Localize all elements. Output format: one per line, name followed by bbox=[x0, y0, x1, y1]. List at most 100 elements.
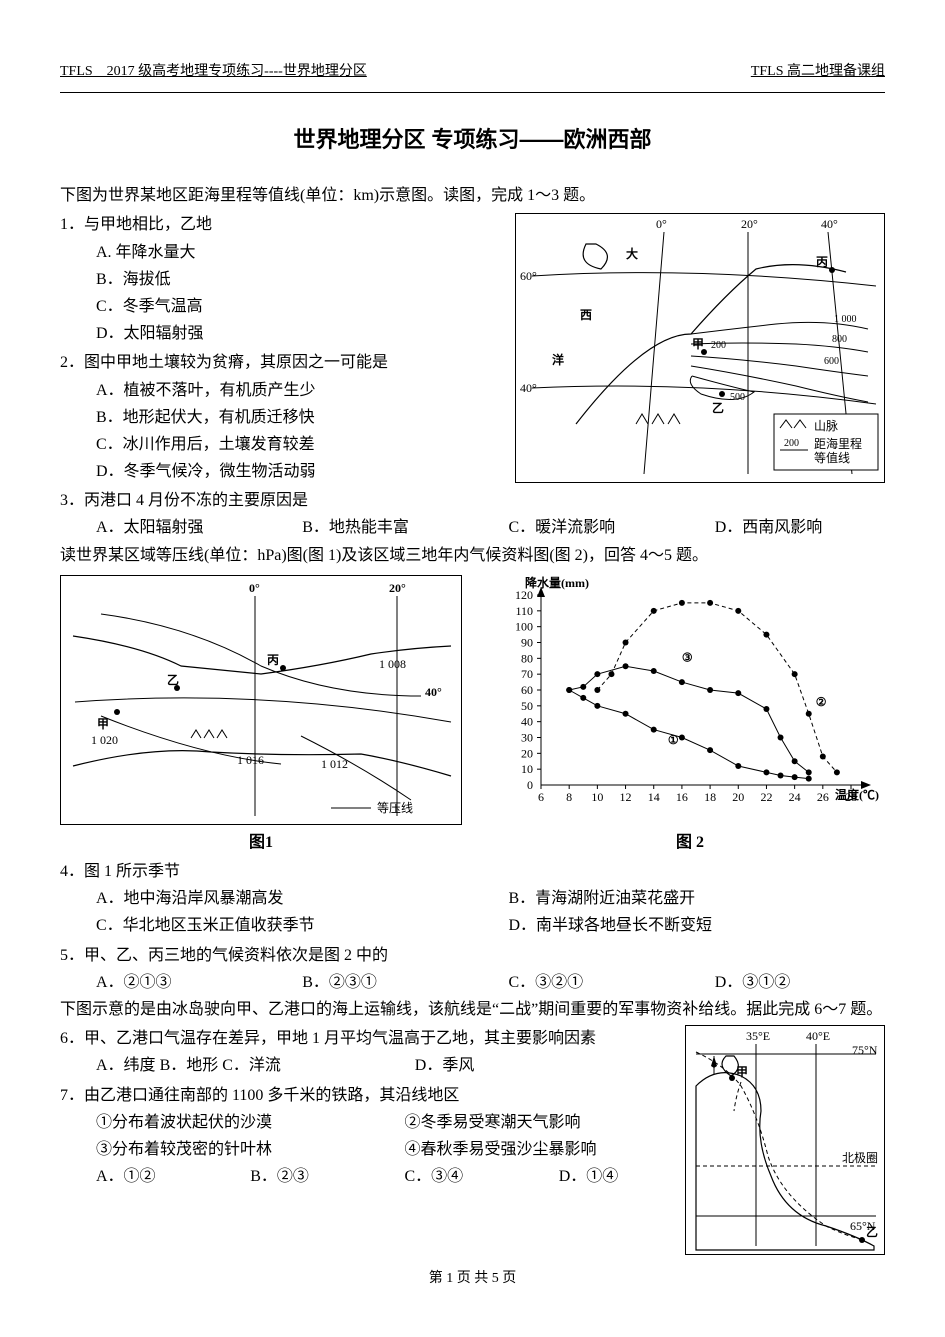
header-rule bbox=[60, 92, 885, 93]
header-right: TFLS 高二地理备课组 bbox=[751, 60, 885, 84]
q2-c: C．冰川作用后，土壤发育较差 bbox=[60, 431, 490, 458]
q7-o1: ①分布着波状起伏的沙漠 bbox=[60, 1109, 369, 1136]
iso-1008: 1 008 bbox=[379, 657, 406, 671]
m3-arctic: 北极圈 bbox=[842, 1151, 878, 1165]
q3-c: C．暖洋流影响 bbox=[473, 514, 679, 541]
q3-a: A．太阳辐射强 bbox=[60, 514, 266, 541]
q6-d: D．季风 bbox=[379, 1052, 502, 1079]
marker-jia: 甲 bbox=[692, 337, 704, 351]
iso-lon20: 20° bbox=[389, 581, 406, 595]
m3-lon40: 40°E bbox=[806, 1029, 830, 1043]
svg-text:110: 110 bbox=[515, 604, 533, 618]
iso-yi: 乙 bbox=[167, 673, 179, 687]
q5-c: C．③②① bbox=[473, 969, 679, 996]
svg-text:20: 20 bbox=[521, 746, 533, 760]
contour-200: 200 bbox=[711, 340, 726, 351]
legend-contour-1: 距海里程 bbox=[814, 436, 862, 451]
q4-b: B．青海湖附近油菜花盛开 bbox=[473, 885, 886, 912]
iso-1012: 1 012 bbox=[321, 757, 348, 771]
sea-xi: 西 bbox=[580, 308, 592, 322]
svg-text:24: 24 bbox=[789, 790, 801, 804]
q1-b: B．海拔低 bbox=[60, 266, 490, 293]
contour-800: 800 bbox=[832, 334, 847, 345]
svg-text:①: ① bbox=[668, 733, 679, 747]
q4-d: D．南半球各地昼长不断变短 bbox=[473, 912, 886, 939]
svg-text:30: 30 bbox=[521, 730, 533, 744]
q5-a: A．②①③ bbox=[60, 969, 266, 996]
svg-text:500: 500 bbox=[730, 392, 745, 403]
m3-jia: 甲 bbox=[736, 1065, 748, 1079]
q5-b: B．②③① bbox=[266, 969, 472, 996]
legend-mtn: 山脉 bbox=[814, 418, 838, 433]
chart-xlabel: 温度(℃) bbox=[835, 787, 879, 802]
svg-text:10: 10 bbox=[591, 790, 603, 804]
marker-yi: 乙 bbox=[712, 401, 724, 415]
isobar-svg: 0° 20° 40° 1 008 1 020 1 016 1 012 甲 乙 bbox=[61, 576, 461, 824]
q6-a: A．纬度 bbox=[96, 1057, 156, 1074]
q7-a: A．①② bbox=[60, 1163, 214, 1190]
sea-yang: 洋 bbox=[552, 352, 564, 367]
q7-c: C．③④ bbox=[369, 1163, 523, 1190]
q7-o4: ④春秋季易受强沙尘暴影响 bbox=[369, 1136, 678, 1163]
svg-text:8: 8 bbox=[566, 790, 572, 804]
svg-text:20: 20 bbox=[732, 790, 744, 804]
lon-20: 20° bbox=[741, 217, 758, 231]
m3-lat75: 75°N bbox=[852, 1043, 878, 1057]
figure-distance-map: 0° 20° 40° 60° 40° 大 西 洋 2 bbox=[515, 213, 885, 483]
iso-1016: 1 016 bbox=[237, 753, 264, 767]
contour-600: 600 bbox=[824, 356, 839, 367]
climate-svg: 降水量(mm) 温度(℃) 10203040506070809010011012… bbox=[495, 575, 885, 823]
svg-text:90: 90 bbox=[521, 635, 533, 649]
svg-text:80: 80 bbox=[521, 651, 533, 665]
figure-climate-chart: 降水量(mm) 温度(℃) 10203040506070809010011012… bbox=[495, 575, 885, 825]
svg-text:0: 0 bbox=[527, 778, 533, 792]
isobar-caption: 图1 bbox=[60, 829, 462, 856]
iso-jia: 甲 bbox=[97, 717, 109, 731]
chart-ylabel: 降水量(mm) bbox=[525, 575, 589, 590]
iso-1020: 1 020 bbox=[91, 733, 118, 747]
lon-40: 40° bbox=[821, 217, 838, 231]
q7-o2: ②冬季易受寒潮天气影响 bbox=[369, 1109, 678, 1136]
page-title: 世界地理分区 专项练习——欧洲西部 bbox=[60, 121, 885, 158]
q2-d: D．冬季气候冷，微生物活动弱 bbox=[60, 458, 490, 485]
q2-stem: 2．图中甲地土壤较为贫瘠，其原因之一可能是 bbox=[60, 349, 490, 376]
svg-text:16: 16 bbox=[676, 790, 688, 804]
iso-legend: 等压线 bbox=[377, 801, 413, 815]
contour-1000: 1 000 bbox=[834, 314, 857, 325]
q4-stem: 4．图 1 所示季节 bbox=[60, 858, 885, 885]
m3-lon35: 35°E bbox=[746, 1029, 770, 1043]
intro-1: 下图为世界某地区距海里程等值线(单位：km)示意图。读图，完成 1～3 题。 bbox=[60, 182, 885, 209]
svg-text:50: 50 bbox=[521, 699, 533, 713]
svg-text:14: 14 bbox=[648, 790, 660, 804]
q6-b: B．地形 bbox=[160, 1057, 219, 1074]
iso-bing: 丙 bbox=[267, 653, 279, 667]
svg-text:22: 22 bbox=[760, 790, 772, 804]
lat-60: 60° bbox=[520, 269, 537, 283]
svg-text:120: 120 bbox=[515, 588, 533, 602]
q7-o3: ③分布着较茂密的针叶林 bbox=[60, 1136, 369, 1163]
svg-text:60: 60 bbox=[521, 683, 533, 697]
page-footer: 第 1 页 共 5 页 bbox=[60, 1267, 885, 1291]
chart-caption: 图 2 bbox=[495, 829, 885, 856]
q5-stem: 5．甲、乙、丙三地的气候资料依次是图 2 中的 bbox=[60, 942, 885, 969]
svg-text:70: 70 bbox=[521, 667, 533, 681]
iso-lon0: 0° bbox=[249, 581, 260, 595]
svg-text:③: ③ bbox=[682, 650, 693, 664]
q4-c: C．华北地区玉米正值收获季节 bbox=[60, 912, 473, 939]
svg-text:6: 6 bbox=[538, 790, 544, 804]
svg-text:100: 100 bbox=[515, 619, 533, 633]
svg-text:18: 18 bbox=[704, 790, 716, 804]
svg-text:40: 40 bbox=[521, 714, 533, 728]
q1-c: C．冬季气温高 bbox=[60, 293, 490, 320]
svg-text:10: 10 bbox=[521, 762, 533, 776]
svg-text:12: 12 bbox=[620, 790, 632, 804]
q1-a: A. 年降水量大 bbox=[60, 239, 490, 266]
q3-stem: 3．丙港口 4 月份不冻的主要原因是 bbox=[60, 487, 490, 514]
distance-map-svg: 0° 20° 40° 60° 40° 大 西 洋 2 bbox=[516, 214, 884, 482]
figure-isobar: 0° 20° 40° 1 008 1 020 1 016 1 012 甲 乙 bbox=[60, 575, 462, 825]
arctic-svg: 35°E 40°E 75°N 65°N 北极圈 甲 乙 bbox=[686, 1026, 884, 1254]
svg-text:26: 26 bbox=[817, 790, 829, 804]
q5-d: D．③①② bbox=[679, 969, 885, 996]
q3-b: B．地热能丰富 bbox=[266, 514, 472, 541]
q7-d: D．①④ bbox=[523, 1163, 677, 1190]
